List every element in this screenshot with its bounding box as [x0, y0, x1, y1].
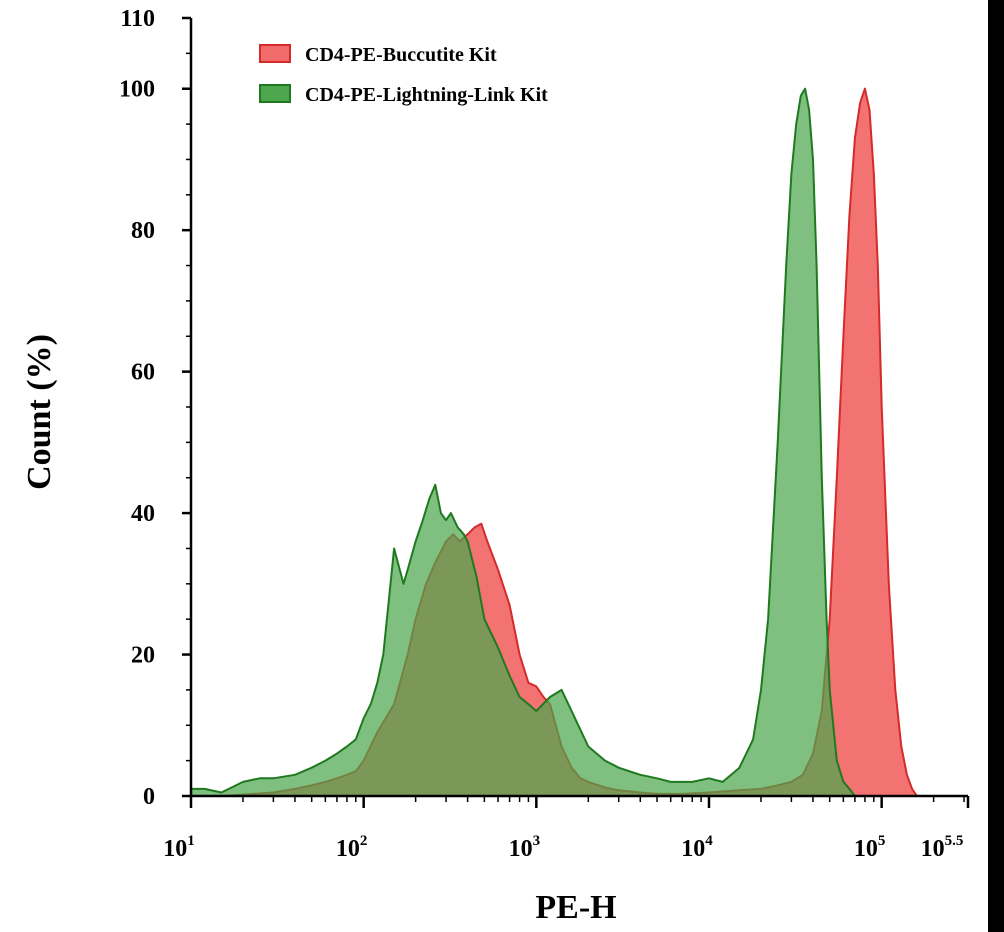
y-tick-label: 110: [120, 6, 155, 32]
y-tick-label: 100: [119, 77, 155, 103]
y-tick-label: 80: [131, 218, 155, 244]
y-ticks: 0 20 40 60 80 100 110: [119, 6, 191, 810]
y-axis-title: Count (%): [21, 334, 58, 490]
x-tick-label: 102: [336, 833, 368, 862]
x-tick-label: 105.5: [921, 833, 964, 862]
legend-label-1: CD4-PE-Buccutite Kit: [305, 44, 497, 66]
x-tick-label: 103: [509, 833, 541, 862]
x-tick-label: 101: [163, 833, 195, 862]
legend-label-2: CD4-PE-Lightning-Link Kit: [305, 84, 548, 106]
y-tick-label: 60: [131, 360, 155, 386]
x-tick-label: 104: [681, 833, 713, 862]
y-tick-label: 0: [143, 784, 155, 810]
x-ticks: 101 102 103 104 105 105.5: [163, 796, 970, 862]
legend: CD4-PE-Buccutite Kit CD4-PE-Lightning-Lin…: [259, 44, 548, 106]
legend-swatch-2: [259, 84, 291, 103]
right-edge-bar: [988, 0, 1004, 932]
y-tick-label: 40: [131, 501, 155, 527]
series-area-2: [190, 87, 856, 797]
x-tick-label: 105: [854, 833, 886, 862]
y-tick-label: 20: [131, 643, 155, 669]
legend-swatch-1: [259, 44, 291, 63]
series-layer: [190, 87, 918, 797]
x-axis-title: PE-H: [535, 889, 616, 926]
